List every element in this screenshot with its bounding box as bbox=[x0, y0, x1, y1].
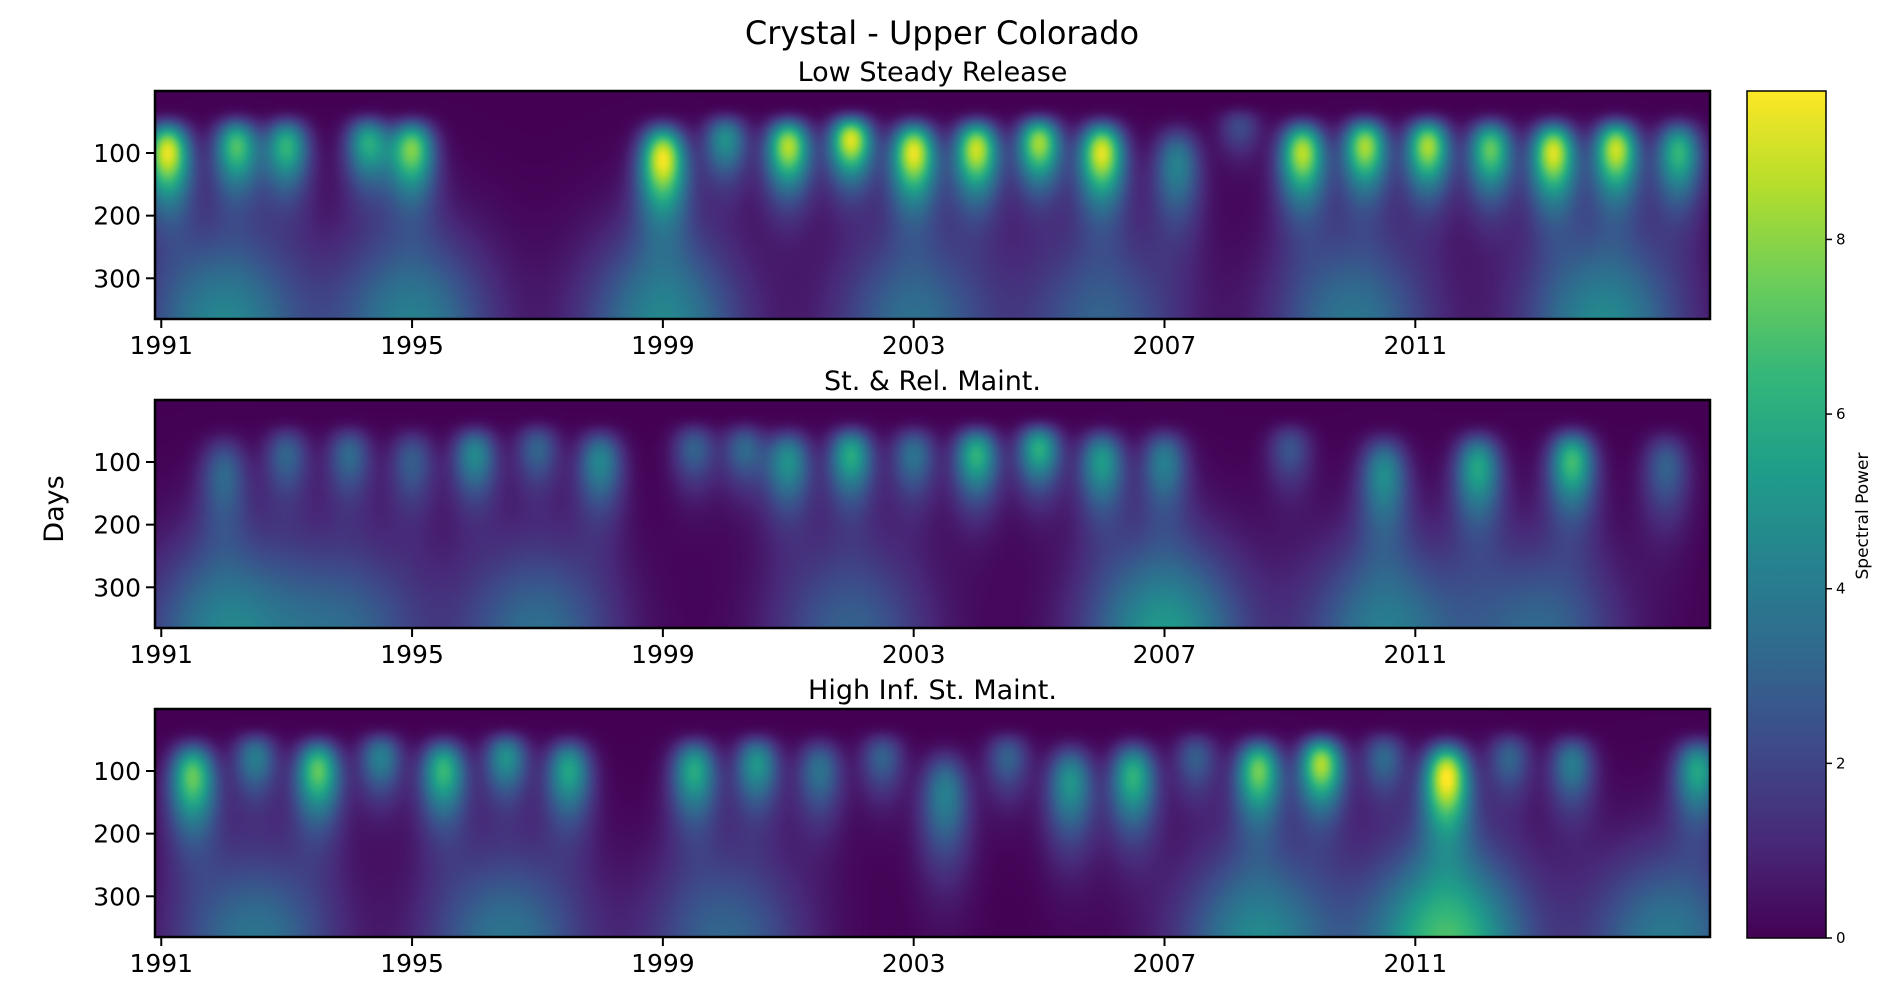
colorbar-gradient bbox=[1746, 90, 1827, 939]
y-tick-label: 200 bbox=[93, 820, 141, 849]
x-tick-label: 1991 bbox=[129, 949, 193, 978]
x-tick-label: 1999 bbox=[631, 949, 695, 978]
panels: Low Steady Release 1991 1995 1999 2003 2007 20… bbox=[93, 57, 1712, 978]
x-tick-label: 2003 bbox=[882, 331, 946, 360]
heatmap-image bbox=[155, 91, 1710, 319]
y-tick-label: 100 bbox=[93, 448, 141, 477]
plot-frame bbox=[153, 89, 1712, 321]
x-tick-label: 1999 bbox=[631, 640, 695, 669]
x-tick-label: 2007 bbox=[1133, 331, 1197, 360]
panel-title: Low Steady Release bbox=[798, 57, 1068, 88]
x-tick-label: 2003 bbox=[882, 640, 946, 669]
x-tick-label: 2011 bbox=[1383, 640, 1447, 669]
heatmap-image bbox=[155, 400, 1710, 628]
colorbar-tick-label: 8 bbox=[1836, 230, 1846, 248]
x-tick-label: 2003 bbox=[882, 949, 946, 978]
x-tick-label: 2007 bbox=[1133, 949, 1197, 978]
colorbar-tick-label: 6 bbox=[1836, 405, 1846, 423]
panel-1: Low Steady Release 1991 1995 1999 2003 2007 20… bbox=[93, 57, 1712, 360]
panel-title: High Inf. St. Maint. bbox=[808, 675, 1057, 706]
y-tick-label: 200 bbox=[93, 202, 141, 231]
colorbar-tick-label: 0 bbox=[1836, 929, 1846, 947]
y-tick-label: 300 bbox=[93, 573, 141, 602]
x-tick-label: 2011 bbox=[1383, 331, 1447, 360]
x-tick-label: 2007 bbox=[1133, 640, 1197, 669]
x-tick-label: 1991 bbox=[129, 640, 193, 669]
y-tick-label: 100 bbox=[93, 757, 141, 786]
y-tick-label: 300 bbox=[93, 882, 141, 911]
plot-frame bbox=[153, 398, 1712, 630]
y-tick-label: 300 bbox=[93, 264, 141, 293]
figure-title: Crystal - Upper Colorado bbox=[745, 14, 1139, 52]
x-tick-label: 1995 bbox=[380, 640, 444, 669]
x-tick-label: 1999 bbox=[631, 331, 695, 360]
colorbar: 0 2 4 6 8 Spectral Power bbox=[1746, 90, 1873, 947]
colorbar-tick-label: 4 bbox=[1836, 580, 1846, 598]
y-tick-label: 200 bbox=[93, 511, 141, 540]
colorbar-label: Spectral Power bbox=[1853, 453, 1873, 580]
panel-title: St. & Rel. Maint. bbox=[824, 366, 1041, 397]
panel-3: High Inf. St. Maint. 1991 1995 1999 2003 2007… bbox=[93, 675, 1712, 978]
panel-2: St. & Rel. Maint. 1991 1995 1999 2003 2007 201… bbox=[93, 366, 1712, 669]
plot-frame bbox=[153, 707, 1712, 939]
y-tick-label: 100 bbox=[93, 139, 141, 168]
heatmap-image bbox=[155, 709, 1710, 937]
x-tick-label: 1991 bbox=[129, 331, 193, 360]
y-axis-label: Days bbox=[39, 475, 70, 542]
x-tick-label: 2011 bbox=[1383, 949, 1447, 978]
colorbar-tick-label: 2 bbox=[1836, 754, 1846, 772]
x-tick-label: 1995 bbox=[380, 331, 444, 360]
x-tick-label: 1995 bbox=[380, 949, 444, 978]
